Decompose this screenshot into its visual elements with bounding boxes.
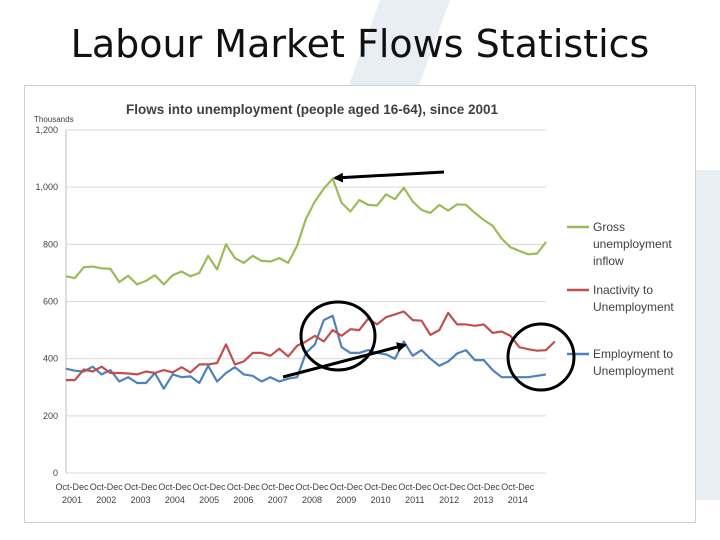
x-tick-label: 2007	[268, 495, 288, 505]
slide-title: Labour Market Flows Statistics	[70, 22, 650, 66]
legend-label: inflow	[593, 254, 624, 268]
x-tick-label: 2003	[131, 495, 151, 505]
legend-label: unemployment	[593, 237, 672, 251]
x-tick-label: Oct-Dec	[158, 482, 192, 492]
x-tick-label: Oct-Dec	[55, 482, 89, 492]
x-tick-label: Oct-Dec	[501, 482, 535, 492]
x-tick-label: Oct-Dec	[261, 482, 295, 492]
x-tick-label: 2001	[62, 495, 82, 505]
x-axis-ticks: Oct-Dec 2001 Oct-Dec 2002 Oct-Dec 2003 Oct-Dec…	[55, 482, 534, 505]
x-tick-label: Oct-Dec	[193, 482, 227, 492]
x-tick-label: 2004	[165, 495, 185, 505]
x-tick-label: Oct-Dec	[295, 482, 329, 492]
gridlines	[65, 129, 546, 474]
annotation-circle-peak	[299, 300, 377, 372]
x-tick-label: Oct-Dec	[124, 482, 158, 492]
x-tick-label: Oct-Dec	[398, 482, 432, 492]
legend-label: Employment to	[593, 347, 673, 361]
x-tick-label: 2014	[508, 495, 528, 505]
x-tick-label: Oct-Dec	[90, 482, 124, 492]
y-tick-label: 0	[53, 468, 58, 478]
x-tick-label: Oct-Dec	[433, 482, 467, 492]
annotation-arrow-left	[333, 170, 445, 183]
x-tick-label: 2008	[302, 495, 322, 505]
legend-label: Unemployment	[593, 300, 674, 314]
x-tick-label: 2013	[473, 495, 493, 505]
x-tick-label: 2002	[96, 495, 116, 505]
legend: Gross unemployment inflow Inactivity to Unem…	[567, 220, 674, 378]
legend-label: Inactivity to	[593, 283, 653, 297]
chart-title: Flows into unemployment (people aged 16-…	[126, 102, 499, 117]
x-tick-label: 2006	[233, 495, 253, 505]
legend-label: Unemployment	[593, 364, 674, 378]
annotations	[282, 170, 576, 392]
x-tick-label: 2005	[199, 495, 219, 505]
x-tick-label: 2010	[371, 495, 391, 505]
x-tick-label: 2012	[439, 495, 459, 505]
y-tick-label: 1,200	[35, 125, 58, 135]
x-tick-label: Oct-Dec	[364, 482, 398, 492]
annotation-arrow-diagonal	[282, 342, 407, 379]
chart-frame	[24, 85, 696, 523]
x-tick-label: 2011	[405, 495, 424, 505]
y-tick-label: 1,000	[35, 182, 58, 192]
series-line-inactivity-to-unemployment	[66, 310, 556, 382]
series-line-gross-unemployment-inflow	[65, 177, 547, 286]
y-tick-label: 400	[43, 354, 58, 364]
x-tick-label: Oct-Dec	[227, 482, 261, 492]
annotation-circle-end	[506, 322, 576, 392]
x-tick-label: Oct-Dec	[467, 482, 501, 492]
x-tick-label: 2009	[336, 495, 356, 505]
y-axis-label: Thousands	[34, 115, 74, 124]
legend-label: Gross	[593, 220, 625, 234]
y-axis-ticks: 0 200 400 600 800 1,000 1,200	[35, 125, 58, 478]
x-tick-label: Oct-Dec	[330, 482, 364, 492]
y-tick-label: 800	[43, 239, 58, 249]
y-tick-label: 200	[43, 411, 58, 421]
y-tick-label: 600	[43, 297, 58, 307]
